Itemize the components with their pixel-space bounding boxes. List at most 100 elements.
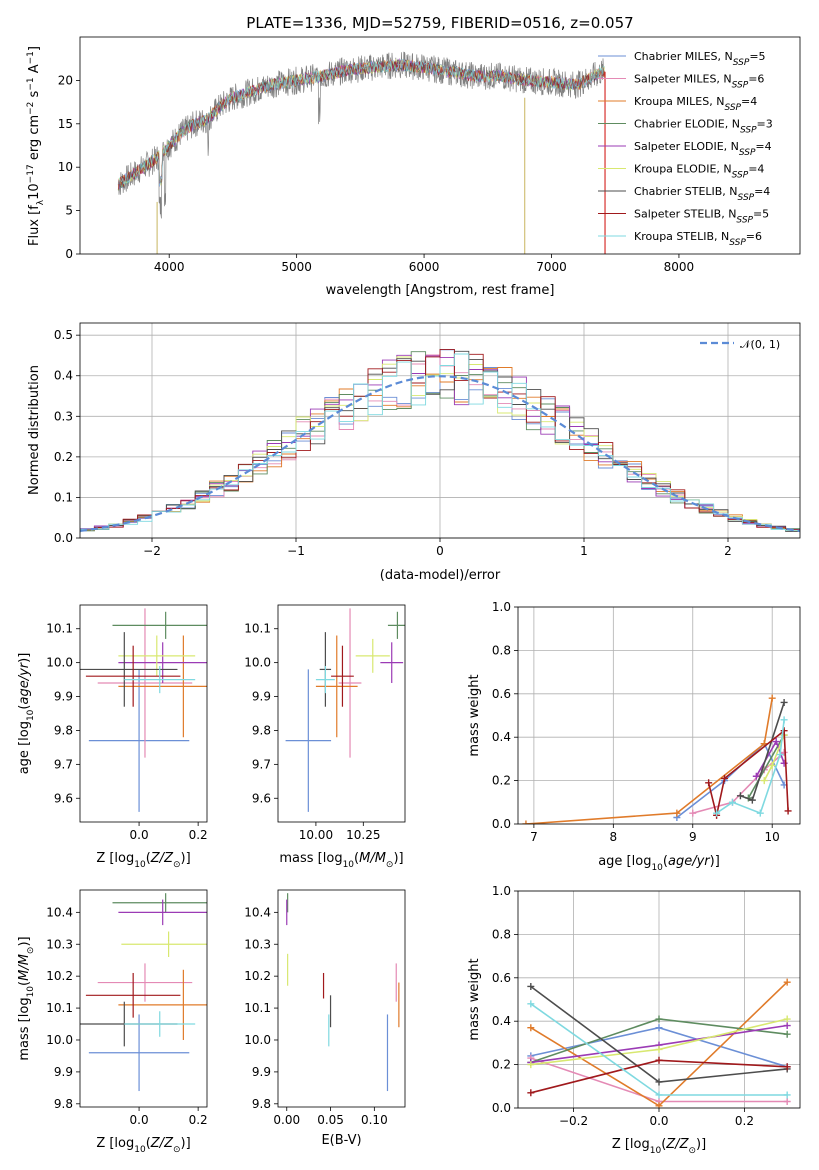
age-mass-errorbars: [285, 608, 405, 812]
weight-marker: [752, 772, 760, 780]
weight-marker: [783, 1097, 791, 1105]
mass-z-ytick-label: 10.4: [46, 905, 73, 919]
weight-marker: [784, 807, 792, 815]
age-mass-axes-frame: [277, 604, 406, 823]
weight-marker: [783, 1091, 791, 1099]
mass-ylabel: mass [log10(M/M⊙)]: [17, 936, 36, 1060]
weight-marker: [527, 1000, 535, 1008]
mass-z-ytick-label: 10.0: [46, 1033, 73, 1047]
weight-marker: [768, 694, 776, 702]
weight-z-xtick-label: 0.2: [735, 1114, 754, 1128]
age-z-xtick-label: 0.0: [130, 828, 149, 842]
age-mass-ytick-label: 9.9: [252, 690, 271, 704]
weight-age-xtick-label: 7: [530, 830, 538, 844]
weight-marker: [522, 820, 530, 824]
mass-ebv-ytick-label: 9.9: [252, 1065, 271, 1079]
histogram-group: [80, 348, 800, 534]
weight-age-lines: [522, 694, 792, 824]
normal-legend-label: 𝒩(0, 1): [740, 338, 780, 351]
spectrum-ylabel: Flux [fλ10−17 erg cm−2 s−1 A−1]: [26, 46, 46, 246]
mass-z-panel: 0.0 0.2 9.8 9.9 10.0 10.1 10.2 10.3 10.4 Z [log10…: [17, 889, 208, 1155]
mass-z-ytick-label: 9.8: [54, 1097, 73, 1111]
spectrum-panel: 4000 5000 6000 7000 8000 0 5 10 15 20 PLATE=1336, …: [26, 14, 801, 298]
weight-age-panel: 7 8 9 10 0.0 0.2 0.4 0.6 0.8 1.0 age [log10(age/yr…: [467, 600, 801, 873]
mass-xlabel: mass [log10(M/M⊙)]: [279, 851, 403, 870]
weight-marker: [783, 978, 791, 986]
residual-xlabel: (data-model)/error: [380, 568, 501, 583]
weight-marker: [527, 982, 535, 990]
weight-age-ytick-label: 0.0: [492, 817, 511, 831]
spectrum-ytick-label: 0: [65, 247, 73, 261]
legend-label: Chabrier MILES, NSSP=5: [634, 50, 766, 68]
age-mass-ytick-label: 9.6: [252, 791, 271, 805]
mass-z-ytick-label: 10.1: [46, 1001, 73, 1015]
weight-age-xlabel: age [log10(age/yr)]: [598, 854, 720, 873]
age-mass-xtick-label: 10.00: [299, 828, 333, 842]
z-xlabel: Z [log10(Z/Z⊙)]: [96, 1136, 190, 1155]
weight-line: [525, 697, 773, 824]
spectrum-xtick-label: 7000: [536, 260, 567, 274]
mass-ebv-xtick-label: 0.05: [317, 1113, 344, 1127]
weight-marker: [776, 751, 784, 759]
age-z-ytick-label: 10.0: [46, 656, 73, 670]
weight-marker: [728, 798, 736, 806]
weight-marker: [780, 716, 788, 724]
age-ylabel: age [log10(age/yr)]: [17, 653, 36, 775]
weight-marker: [527, 1089, 535, 1097]
spectrum-xtick-label: 5000: [281, 260, 312, 274]
mass-z-ytick-label: 10.2: [46, 969, 73, 983]
age-mass-ytick-label: 10.0: [244, 656, 271, 670]
residual-xtick-label: 2: [724, 544, 732, 558]
mass-z-xtick-label: 0.2: [189, 1113, 208, 1127]
weight-marker: [689, 809, 697, 817]
weight-marker: [655, 1056, 663, 1064]
spectrum-axes-frame: [79, 36, 801, 255]
spectrum-xtick-label: 6000: [409, 260, 440, 274]
legend-label: Kroupa MILES, NSSP=4: [634, 95, 757, 113]
age-mass-ytick-label: 10.1: [244, 622, 271, 636]
age-z-ytick-label: 9.8: [54, 723, 73, 737]
mass-ebv-ytick-label: 10.2: [244, 969, 271, 983]
weight-marker: [527, 1024, 535, 1032]
weight-marker: [783, 1015, 791, 1023]
age-z-axes-frame: [79, 604, 208, 823]
residual-ylabel: Normed distribution: [27, 365, 42, 495]
weight-marker: [655, 1045, 663, 1053]
mass-ebv-ytick-label: 10.3: [244, 937, 271, 951]
age-mass-panel: 10.00 10.25 9.6 9.7 9.8 9.9 10.0 10.1 mass [log1…: [244, 604, 406, 870]
spectrum-ytick-label: 5: [65, 204, 73, 218]
weight-age-ytick-label: 0.6: [492, 687, 511, 701]
weight-marker: [655, 1015, 663, 1023]
weight-marker: [783, 1022, 791, 1030]
mass-ebv-ytick-label: 9.8: [252, 1097, 271, 1111]
weight-age-xtick-label: 8: [610, 830, 618, 844]
ebv-xlabel: E(B-V): [321, 1133, 361, 1148]
weight-z-xtick-label: −0.2: [559, 1114, 588, 1128]
weight-marker: [756, 809, 764, 817]
residual-ytick-label: 0.3: [54, 409, 73, 423]
weight-marker: [780, 727, 788, 735]
weight-marker: [748, 796, 756, 804]
spectrum-xtick-label: 8000: [664, 260, 695, 274]
mass-ebv-axes-frame: [277, 889, 406, 1108]
weight-age-ytick-label: 1.0: [492, 600, 511, 614]
weight-marker: [772, 738, 780, 746]
legend-label: Kroupa STELIB, NSSP=6: [634, 230, 762, 248]
weight-marker: [768, 761, 776, 769]
weight-age-axes-frame: [517, 606, 801, 825]
residual-xtick-label: −2: [143, 544, 161, 558]
age-z-ytick-label: 9.7: [54, 757, 73, 771]
weight-z-xtick-label: 0.0: [649, 1114, 668, 1128]
weight-marker: [655, 1091, 663, 1099]
mass-z-axes-frame: [79, 889, 208, 1108]
age-z-ytick-label: 10.1: [46, 622, 73, 636]
legend-label: Salpeter MILES, NSSP=6: [634, 73, 764, 91]
weight-marker: [780, 698, 788, 706]
spectrum-xtick-label: 4000: [154, 260, 185, 274]
weight-z-xlabel: Z [log10(Z/Z⊙)]: [612, 1137, 706, 1156]
age-z-ytick-label: 9.9: [54, 690, 73, 704]
spectrum-title: PLATE=1336, MJD=52759, FIBERID=0516, z=0…: [246, 14, 633, 32]
residual-xtick-label: 0: [436, 544, 444, 558]
weight-marker: [705, 779, 713, 787]
